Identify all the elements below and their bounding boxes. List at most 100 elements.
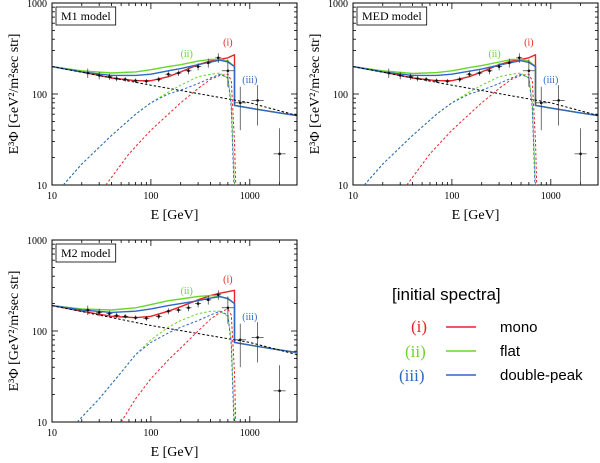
- series-total-ii-flat: [52, 58, 297, 117]
- data-point: [165, 308, 172, 315]
- data-point: [185, 67, 192, 75]
- data-marker: [478, 71, 481, 75]
- y-tick-label: 10: [37, 418, 47, 429]
- data-point: [175, 307, 182, 313]
- data-marker: [256, 99, 259, 102]
- legend-roman-mono: (i): [411, 317, 427, 336]
- data-marker: [238, 338, 242, 342]
- x-tick-label: 10: [47, 428, 57, 439]
- series-component-iii-double-peak: [76, 310, 235, 422]
- data-point: [122, 77, 129, 82]
- series-total-i-mono: [52, 54, 297, 117]
- data-marker: [278, 389, 281, 393]
- panel-title: M2 model: [61, 246, 111, 260]
- data-marker: [134, 316, 137, 320]
- legend-label-flat: flat: [500, 343, 521, 360]
- data-point: [143, 316, 150, 321]
- panel-title-box: [356, 6, 428, 26]
- data-point: [466, 71, 473, 78]
- data-marker: [187, 306, 190, 310]
- x-tick-label: 1000: [240, 428, 260, 439]
- data-marker: [86, 71, 90, 75]
- annotation-ii: (ii): [181, 286, 193, 297]
- data-marker: [97, 74, 101, 77]
- data-point: [106, 73, 113, 80]
- data-point: [106, 310, 113, 317]
- data-marker: [196, 302, 200, 305]
- data-marker: [278, 152, 281, 156]
- data-marker: [409, 75, 412, 78]
- data-point: [486, 67, 493, 75]
- data-marker: [157, 315, 161, 318]
- y-axis-label: E³Φ [GeV²/m²sec str]: [7, 271, 22, 392]
- y-tick-label: 1000: [27, 236, 47, 247]
- y-axis-label: E³Φ [GeV²/m²sec str]: [7, 34, 22, 155]
- data-point: [96, 308, 103, 317]
- data-marker: [539, 101, 543, 105]
- data-point: [251, 322, 264, 363]
- data-marker: [216, 293, 220, 297]
- annotation-iii: (iii): [242, 312, 257, 323]
- data-marker: [226, 306, 230, 310]
- data-point: [273, 128, 286, 185]
- data-marker: [206, 61, 210, 65]
- data-point: [195, 300, 202, 308]
- data-point: [496, 63, 503, 71]
- data-point: [195, 63, 202, 71]
- x-axis-label: E [GeV]: [151, 445, 199, 460]
- plot-frame: [51, 239, 298, 423]
- data-marker: [216, 56, 220, 60]
- annotation-iii: (iii): [242, 75, 257, 86]
- y-tick-label: 100: [333, 90, 348, 101]
- series-component-iii-double-peak: [363, 73, 536, 185]
- data-marker: [488, 69, 491, 73]
- data-point: [132, 315, 139, 321]
- series-background: [353, 66, 598, 116]
- data-point: [205, 58, 212, 68]
- x-tick-label: 100: [143, 191, 158, 202]
- panel-title-box: [55, 6, 117, 26]
- series-total-ii-flat: [353, 58, 598, 117]
- data-point: [385, 68, 392, 78]
- annotation-i: (i): [524, 38, 533, 49]
- data-point: [444, 79, 451, 84]
- data-marker: [579, 152, 582, 156]
- x-tick-label: 100: [143, 428, 158, 439]
- data-marker: [557, 99, 560, 102]
- data-point: [205, 295, 212, 305]
- data-marker: [256, 336, 259, 339]
- x-tick-label: 10: [47, 191, 57, 202]
- series-background: [52, 66, 297, 116]
- data-marker: [446, 79, 449, 83]
- curves: [52, 53, 297, 185]
- legend-roman-flat: (ii): [405, 342, 426, 361]
- legend: [initial spectra] (i) mono (ii) flat (ii…: [392, 285, 583, 385]
- annotation-i: (i): [223, 38, 232, 49]
- data-marker: [157, 78, 161, 81]
- data-point: [407, 73, 414, 80]
- data-marker: [108, 312, 111, 315]
- panel-title-box: [55, 243, 117, 263]
- data-marker: [108, 75, 111, 78]
- data-marker: [527, 69, 531, 73]
- data-point: [433, 78, 440, 84]
- data-marker: [435, 79, 438, 83]
- data-point: [185, 304, 192, 312]
- data-point: [132, 78, 139, 84]
- y-tick-label: 100: [32, 327, 47, 338]
- data-point: [122, 314, 129, 319]
- x-tick-label: 1000: [240, 191, 260, 202]
- data-point: [113, 75, 120, 82]
- series-component-i-mono: [120, 308, 237, 422]
- data-point: [234, 323, 247, 368]
- data-point: [414, 75, 421, 82]
- series-component-ii-flat: [62, 72, 235, 185]
- data-marker: [97, 311, 101, 314]
- data-point: [175, 70, 182, 76]
- y-tick-label: 100: [32, 90, 47, 101]
- data-marker: [424, 78, 428, 81]
- data-point: [506, 58, 513, 68]
- data-point: [516, 53, 523, 63]
- data-marker: [115, 77, 118, 80]
- data-point: [574, 128, 587, 185]
